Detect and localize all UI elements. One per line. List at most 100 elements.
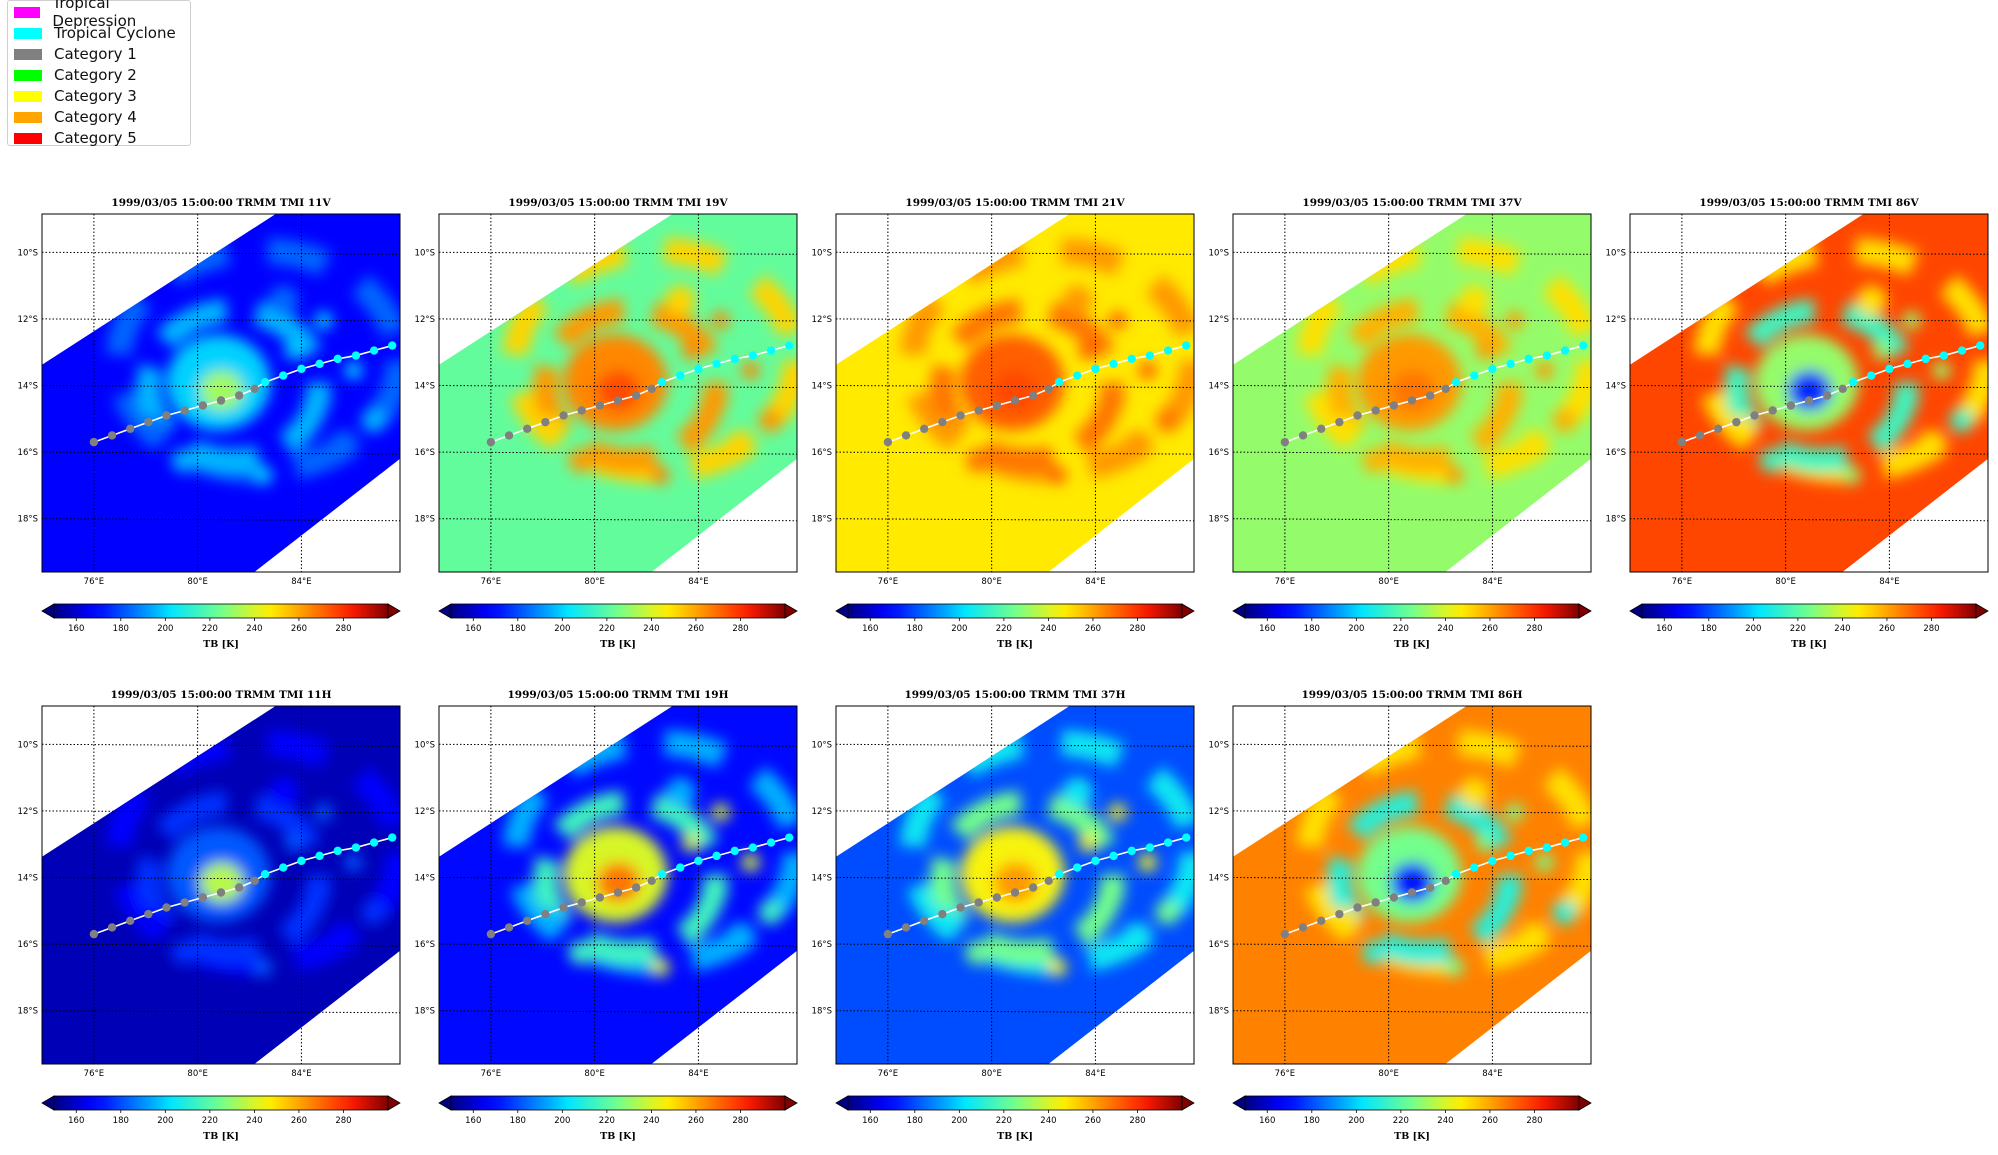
parallel-line	[836, 518, 1194, 522]
lat-tick-label: 10°S	[812, 740, 832, 750]
track-point	[486, 437, 496, 447]
convection-cell	[1932, 361, 1951, 380]
convection-cell	[651, 466, 670, 485]
parallel-line	[439, 877, 797, 881]
track-point	[1732, 417, 1741, 427]
track-point	[1407, 396, 1417, 405]
track-point	[1109, 359, 1118, 369]
plot-frame	[835, 213, 1195, 573]
parallel-line	[1233, 810, 1591, 814]
convection-cell	[1916, 430, 1947, 461]
convection-cell	[665, 285, 696, 316]
colorbar-extend-high	[387, 603, 401, 619]
parallel-line	[1233, 385, 1591, 389]
colorbar-tick-label: 240	[246, 1116, 262, 1126]
track-point	[333, 846, 342, 856]
track-point	[559, 903, 568, 912]
convection-cell	[1475, 341, 1494, 360]
convection-cell	[1519, 430, 1550, 461]
track-point	[1425, 391, 1435, 400]
convection-cell	[1856, 285, 1887, 316]
track-point	[198, 893, 208, 902]
parallel-line	[1233, 451, 1591, 455]
convection-cell	[306, 880, 331, 905]
colorbar-tick-label: 240	[1437, 624, 1453, 634]
track-point	[974, 406, 983, 415]
track-point	[1298, 431, 1308, 440]
lat-tick-label: 10°S	[1606, 248, 1626, 258]
convection-cell	[1362, 940, 1387, 965]
track-point	[1389, 401, 1399, 410]
convection-cell	[1505, 803, 1524, 822]
convection-cell	[171, 940, 196, 965]
convection-cell	[1108, 311, 1127, 330]
legend-swatch	[14, 48, 42, 60]
rain-band	[105, 729, 400, 976]
parallel-line	[439, 943, 797, 947]
storm-core	[1390, 862, 1435, 903]
lat-tick-label: 10°S	[18, 248, 38, 258]
parallel-line	[439, 810, 797, 814]
track-point	[1109, 851, 1118, 861]
lon-tick-label: 84°E	[688, 1069, 708, 1079]
track-point	[1182, 341, 1191, 350]
track-point	[279, 863, 288, 872]
colorbar-tick-label: 260	[688, 1116, 704, 1126]
convection-cell	[254, 466, 273, 485]
tb-field	[1630, 214, 1988, 572]
convection-cell	[725, 922, 756, 953]
map-panel-19h: 1999/03/05 15:00:00 TRMM TMI 19H 10°S 12°S…	[415, 689, 798, 1142]
panel-title: 1999/03/05 15:00:00 TRMM TMI 11V	[111, 197, 331, 209]
colorbar-extend-low	[438, 1095, 452, 1111]
track-point	[1441, 876, 1450, 886]
track-point	[541, 417, 550, 427]
colorbar-ramp	[1641, 603, 1977, 619]
convection-cell	[568, 448, 593, 473]
parallel-line	[439, 743, 797, 747]
track-point	[901, 431, 911, 440]
colorbar-extend-low	[438, 603, 452, 619]
track-point	[250, 876, 259, 886]
track-point	[613, 396, 623, 405]
track-point	[1054, 377, 1064, 387]
track-point	[1579, 341, 1588, 350]
track-point	[1903, 359, 1912, 369]
convection-cell	[1497, 388, 1522, 413]
convection-cell	[284, 341, 303, 360]
colorbar-tick-label: 240	[1040, 1116, 1056, 1126]
colorbar-extend-low	[1232, 1095, 1246, 1111]
legend-item: Tropical Depression	[14, 0, 190, 30]
colorbar-tick-label: 180	[510, 1116, 526, 1126]
track-point	[1028, 391, 1038, 400]
colorbar-tick-label: 200	[951, 624, 967, 634]
convection-cell	[758, 900, 783, 925]
parallel-line	[439, 385, 797, 389]
convection-cell	[284, 833, 303, 852]
colorbar-tick-label: 200	[1348, 624, 1364, 634]
track-point	[523, 916, 532, 925]
map-panel-86h: 1999/03/05 15:00:00 TRMM TMI 86H 10°S 12°S…	[1209, 689, 1592, 1142]
lat-tick-label: 14°S	[18, 382, 38, 392]
track-point	[785, 341, 794, 350]
track-point	[351, 843, 361, 852]
colorbar-extend-high	[1578, 603, 1592, 619]
lat-tick-label: 12°S	[18, 315, 38, 325]
parallel-line	[1233, 318, 1591, 322]
colorbar-tick-label: 180	[510, 624, 526, 634]
convection-cell	[1122, 430, 1153, 461]
parallel-line	[1630, 385, 1988, 389]
convection-cell	[651, 958, 670, 977]
colorbar-tick-label: 240	[1834, 624, 1850, 634]
convection-cell	[1497, 880, 1522, 905]
map-panel-11v: 1999/03/05 15:00:00 TRMM TMI 11V 10°S 12°S…	[18, 197, 401, 650]
lon-tick-label: 80°E	[1775, 577, 1795, 587]
colorbar-tick-label: 220	[599, 624, 615, 634]
track-point	[216, 396, 226, 405]
storm-core	[596, 862, 641, 903]
track-point	[748, 843, 758, 852]
track-point	[162, 411, 171, 420]
legend-item: Category 1	[14, 44, 137, 64]
parallel-line	[42, 385, 400, 389]
lat-tick-label: 16°S	[18, 448, 38, 458]
lon-tick-label: 80°E	[1378, 1069, 1398, 1079]
